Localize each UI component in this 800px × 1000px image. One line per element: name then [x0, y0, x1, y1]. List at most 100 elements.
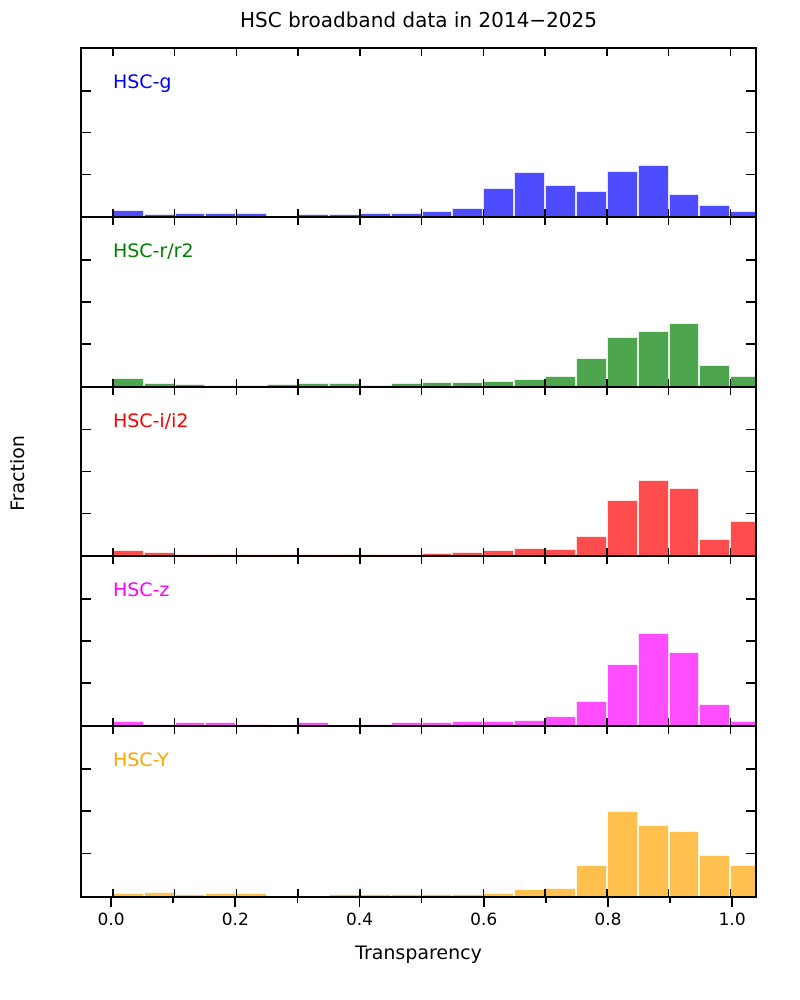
histogram-bar [483, 893, 515, 896]
histogram-bar [112, 377, 144, 386]
x-minor-tick [544, 49, 546, 56]
histogram-bar [730, 865, 755, 896]
x-minor-tick [359, 717, 361, 725]
x-minor-tick [359, 548, 361, 556]
x-minor-tick [420, 209, 423, 217]
y-tick [746, 90, 755, 92]
y-tick [746, 768, 755, 770]
x-minor-tick [544, 888, 546, 896]
x-minor-tick [297, 548, 299, 556]
histogram-bar [390, 213, 422, 217]
x-major-tick [110, 898, 112, 907]
histogram-bar [545, 376, 576, 386]
histogram-bar [174, 722, 206, 725]
x-minor-tick [606, 387, 608, 395]
x-tick-label: 0.0 [97, 910, 125, 930]
histogram-bar [421, 893, 453, 896]
y-tick [746, 512, 755, 515]
panel-label-hsc-r-r2: HSC-r/r2 [112, 240, 194, 263]
chart-title: HSC broadband data in 2014−2025 [240, 8, 597, 32]
histogram-bar [730, 720, 755, 725]
histogram-bar [668, 831, 700, 896]
y-tick [82, 512, 91, 515]
y-tick [746, 301, 755, 303]
y-tick [82, 640, 91, 642]
histogram-bar [390, 382, 422, 386]
histogram-bar [236, 384, 268, 386]
x-minor-tick [482, 378, 485, 386]
histogram-bar [359, 723, 391, 725]
histogram-bar [699, 855, 731, 896]
panel-label-hsc-g: HSC-g [112, 71, 172, 93]
histogram-bar [606, 663, 638, 725]
x-minor-tick [420, 557, 423, 565]
histogram-bar [730, 211, 755, 217]
histogram-bar [668, 487, 700, 556]
x-tick-label: 0.4 [345, 910, 374, 930]
y-tick [746, 428, 755, 431]
panel-label-hsc-i-i2: HSC-i/i2 [112, 409, 189, 432]
histogram-bar [483, 721, 515, 725]
x-axis: 0.0 0.2 0.4 0.6 0.8 1.0 [80, 898, 757, 938]
x-major-tick [607, 898, 609, 907]
x-minor-tick [606, 557, 608, 565]
x-minor-tick [112, 548, 114, 556]
x-minor-tick [173, 548, 176, 556]
x-minor-tick [482, 49, 485, 56]
x-minor-tick [482, 717, 485, 725]
histogram-bar [112, 550, 144, 556]
histogram-bar [421, 382, 453, 386]
histogram-bar [575, 865, 607, 896]
x-minor-tick [729, 218, 732, 226]
x-minor-tick [359, 726, 361, 734]
histogram-bar [236, 213, 268, 217]
histogram-bar [514, 889, 546, 896]
x-minor-tick [112, 888, 114, 896]
x-minor-tick [420, 548, 423, 556]
x-minor-tick [420, 898, 423, 903]
x-minor-tick [482, 888, 485, 896]
histogram-bar [298, 554, 329, 556]
x-minor-tick [729, 378, 732, 386]
x-minor-tick [729, 888, 732, 896]
histogram-bar [514, 172, 546, 217]
x-minor-tick [482, 209, 485, 217]
x-minor-tick [606, 209, 608, 217]
x-minor-tick [359, 49, 361, 56]
x-minor-tick [606, 218, 608, 226]
y-tick [746, 681, 755, 684]
x-minor-tick [482, 726, 485, 734]
x-minor-tick [545, 898, 547, 903]
x-minor-tick [235, 557, 238, 565]
x-minor-tick [420, 378, 423, 386]
histogram-bar [452, 893, 484, 896]
panel-hsc-y: HSC-Y [82, 726, 755, 896]
histogram-bar [390, 893, 422, 896]
x-minor-tick [173, 218, 176, 226]
x-minor-tick [544, 726, 546, 734]
x-minor-tick [544, 557, 546, 565]
histogram-bar [668, 651, 700, 725]
histogram-bar [545, 887, 576, 896]
x-minor-tick [544, 378, 546, 386]
x-axis-label: Transparency [355, 942, 482, 964]
y-tick [746, 173, 755, 176]
panel-hsc-g: HSC-g [82, 49, 755, 219]
x-minor-tick [173, 378, 176, 386]
x-minor-tick [667, 557, 670, 565]
y-tick [82, 131, 91, 134]
histogram-bar [174, 384, 206, 386]
x-minor-tick [173, 717, 176, 725]
x-minor-tick [667, 387, 670, 395]
histogram-bar [267, 383, 299, 386]
y-tick [82, 428, 91, 431]
histogram-bar [359, 554, 391, 556]
panel-label-hsc-z: HSC-z [112, 579, 170, 602]
histogram-bar [359, 893, 391, 896]
x-minor-tick [235, 726, 238, 734]
x-minor-tick [359, 888, 361, 896]
x-minor-tick [297, 218, 299, 226]
histogram-bar [637, 479, 669, 556]
histogram-bar [236, 554, 268, 556]
y-tick [746, 470, 755, 473]
